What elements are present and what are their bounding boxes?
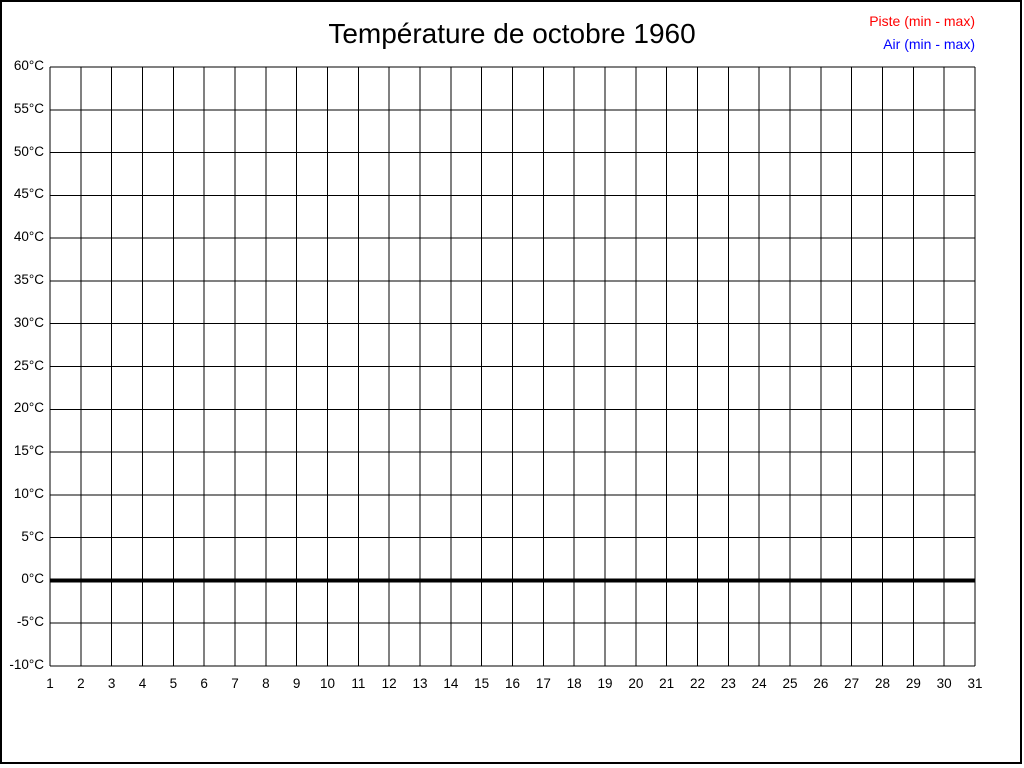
x-tick-label: 29: [905, 676, 921, 691]
x-tick-label: 15: [474, 676, 490, 691]
y-tick-label: 30°C: [13, 314, 44, 330]
x-tick-label: 19: [597, 676, 613, 691]
x-tick-label: 21: [659, 676, 675, 691]
legend-item-piste: Piste (min - max): [869, 13, 975, 29]
y-tick-label: 35°C: [13, 271, 44, 287]
legend-item-air: Air (min - max): [883, 36, 975, 52]
x-tick-label: 3: [107, 676, 116, 691]
x-tick-label: 4: [138, 676, 147, 691]
x-tick-label: 26: [813, 676, 829, 691]
x-tick-label: 1: [46, 676, 54, 691]
chart-title: Température de octobre 1960: [328, 18, 696, 49]
x-tick-label: 8: [262, 676, 270, 691]
x-tick-label: 25: [782, 676, 798, 691]
y-tick-label: 50°C: [13, 143, 44, 159]
y-tick-label: -5°C: [16, 614, 44, 630]
y-tick-label: 40°C: [13, 229, 44, 245]
y-tick-label: 15°C: [13, 443, 44, 459]
x-tick-label: 18: [566, 676, 582, 691]
y-tick-label: 55°C: [13, 100, 44, 116]
x-tick-label: 7: [231, 676, 239, 691]
x-tick-label: 23: [720, 676, 736, 691]
x-tick-label: 5: [169, 676, 178, 691]
x-tick-label: 6: [200, 676, 208, 691]
x-tick-label: 24: [751, 676, 767, 691]
x-tick-label: 31: [967, 676, 983, 691]
y-tick-label: 20°C: [13, 400, 44, 416]
x-tick-label: 14: [443, 676, 459, 691]
y-tick-label: 10°C: [13, 485, 44, 501]
y-tick-label: 0°C: [21, 571, 44, 587]
chart-legend: Piste (min - max) Air (min - max): [869, 10, 975, 56]
x-tick-label: 11: [351, 676, 366, 691]
x-tick-label: 9: [292, 676, 301, 691]
y-tick-label: -10°C: [9, 657, 44, 672]
y-tick-label: 60°C: [13, 58, 44, 73]
x-tick-label: 10: [319, 676, 336, 691]
x-tick-label: 13: [412, 676, 428, 691]
x-tick-label: 16: [504, 676, 521, 691]
y-tick-label: 25°C: [13, 357, 44, 373]
x-tick-label: 20: [628, 676, 644, 691]
x-tick-label: 22: [689, 676, 706, 691]
x-tick-label: 30: [936, 676, 952, 691]
x-tick-label: 28: [874, 676, 891, 691]
x-tick-label: 2: [77, 676, 85, 691]
x-tick-label: 17: [535, 676, 551, 691]
y-tick-label: 5°C: [21, 528, 44, 544]
x-tick-label: 27: [844, 676, 860, 691]
y-tick-label: 45°C: [13, 186, 44, 202]
x-tick-label: 12: [381, 676, 397, 691]
